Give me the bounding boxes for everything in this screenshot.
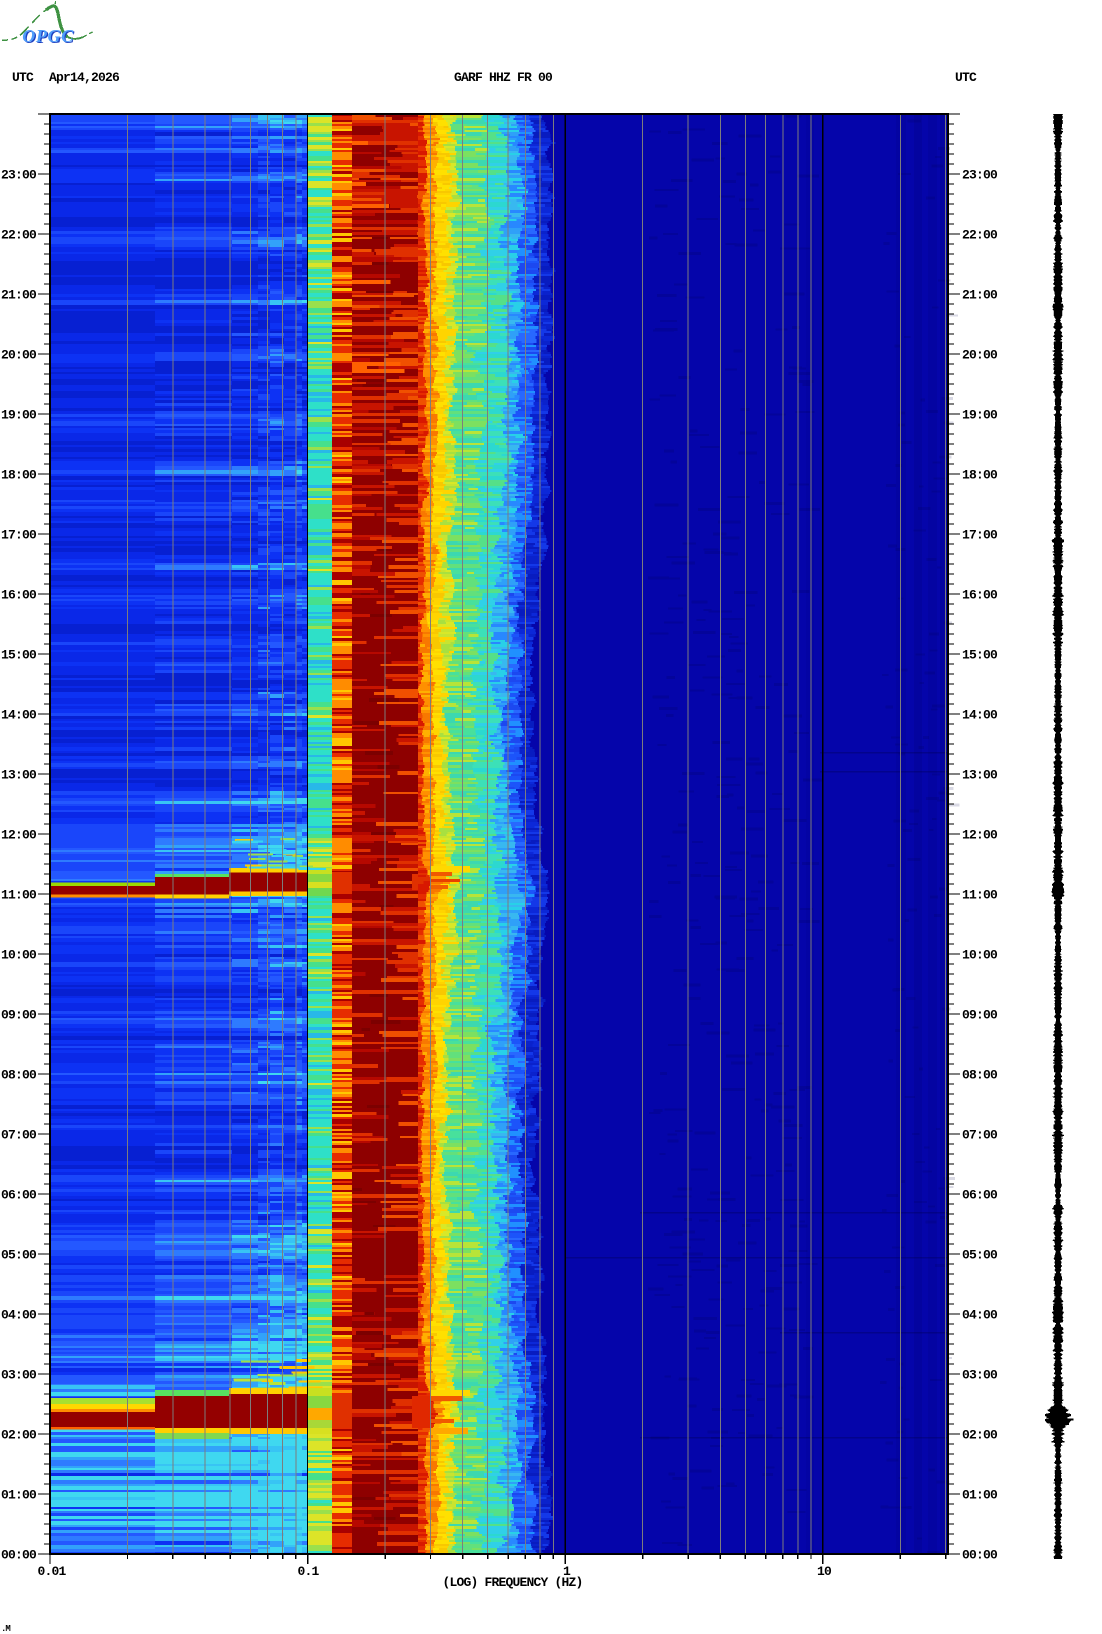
svg-text:10:00: 10:00 xyxy=(962,948,998,963)
svg-text:1: 1 xyxy=(563,1564,571,1579)
svg-text:23:00: 23:00 xyxy=(962,168,998,183)
svg-text:11:00: 11:00 xyxy=(1,888,37,903)
svg-text:21:00: 21:00 xyxy=(962,288,998,303)
svg-text:03:00: 03:00 xyxy=(962,1368,998,1383)
svg-text:03:00: 03:00 xyxy=(1,1368,37,1383)
svg-text:02:00: 02:00 xyxy=(962,1428,998,1443)
svg-text:OPGC: OPGC xyxy=(24,27,76,47)
svg-text:.M: .M xyxy=(1,1624,10,1634)
svg-text:00:00: 00:00 xyxy=(1,1548,37,1563)
svg-text:09:00: 09:00 xyxy=(1,1008,37,1023)
svg-text:12:00: 12:00 xyxy=(1,828,37,843)
svg-text:07:00: 07:00 xyxy=(1,1128,37,1143)
svg-text:00:00: 00:00 xyxy=(962,1548,998,1563)
svg-text:20:00: 20:00 xyxy=(1,348,37,363)
svg-text:OPGC: OPGC xyxy=(22,26,74,46)
svg-text:12:00: 12:00 xyxy=(962,828,998,843)
svg-text:05:00: 05:00 xyxy=(962,1248,998,1263)
svg-text:UTC: UTC xyxy=(955,70,977,85)
svg-text:15:00: 15:00 xyxy=(1,648,37,663)
svg-text:14:00: 14:00 xyxy=(962,708,998,723)
svg-text:22:00: 22:00 xyxy=(1,228,37,243)
svg-text:06:00: 06:00 xyxy=(1,1188,37,1203)
svg-text:18:00: 18:00 xyxy=(1,468,37,483)
svg-text:01:00: 01:00 xyxy=(962,1488,998,1503)
svg-text:15:00: 15:00 xyxy=(962,648,998,663)
svg-text:GARF HHZ FR 00: GARF HHZ FR 00 xyxy=(454,70,553,85)
svg-text:08:00: 08:00 xyxy=(962,1068,998,1083)
svg-text:10: 10 xyxy=(817,1564,832,1579)
svg-text:17:00: 17:00 xyxy=(962,528,998,543)
svg-text:09:00: 09:00 xyxy=(962,1008,998,1023)
svg-text:19:00: 19:00 xyxy=(962,408,998,423)
svg-text:02:00: 02:00 xyxy=(1,1428,37,1443)
svg-text:04:00: 04:00 xyxy=(1,1308,37,1323)
svg-text:0.1: 0.1 xyxy=(297,1564,319,1579)
svg-text:05:00: 05:00 xyxy=(1,1248,37,1263)
svg-text:22:00: 22:00 xyxy=(962,228,998,243)
svg-text:23:00: 23:00 xyxy=(1,168,37,183)
svg-text:04:00: 04:00 xyxy=(962,1308,998,1323)
svg-text:21:00: 21:00 xyxy=(1,288,37,303)
svg-text:14:00: 14:00 xyxy=(1,708,37,723)
svg-text:13:00: 13:00 xyxy=(962,768,998,783)
svg-text:08:00: 08:00 xyxy=(1,1068,37,1083)
svg-text:07:00: 07:00 xyxy=(962,1128,998,1143)
svg-text:18:00: 18:00 xyxy=(962,468,998,483)
svg-text:06:00: 06:00 xyxy=(962,1188,998,1203)
svg-text:10:00: 10:00 xyxy=(1,948,37,963)
svg-text:13:00: 13:00 xyxy=(1,768,37,783)
svg-text:11:00: 11:00 xyxy=(962,888,998,903)
svg-text:19:00: 19:00 xyxy=(1,408,37,423)
svg-text:01:00: 01:00 xyxy=(1,1488,37,1503)
svg-text:17:00: 17:00 xyxy=(1,528,37,543)
svg-text:Apr14,2026: Apr14,2026 xyxy=(49,70,120,85)
svg-text:UTC: UTC xyxy=(12,70,34,85)
svg-text:16:00: 16:00 xyxy=(1,588,37,603)
svg-text:20:00: 20:00 xyxy=(962,348,998,363)
svg-text:0.01: 0.01 xyxy=(37,1564,66,1579)
svg-text:(LOG) FREQUENCY (HZ): (LOG) FREQUENCY (HZ) xyxy=(442,1575,582,1590)
svg-text:16:00: 16:00 xyxy=(962,588,998,603)
